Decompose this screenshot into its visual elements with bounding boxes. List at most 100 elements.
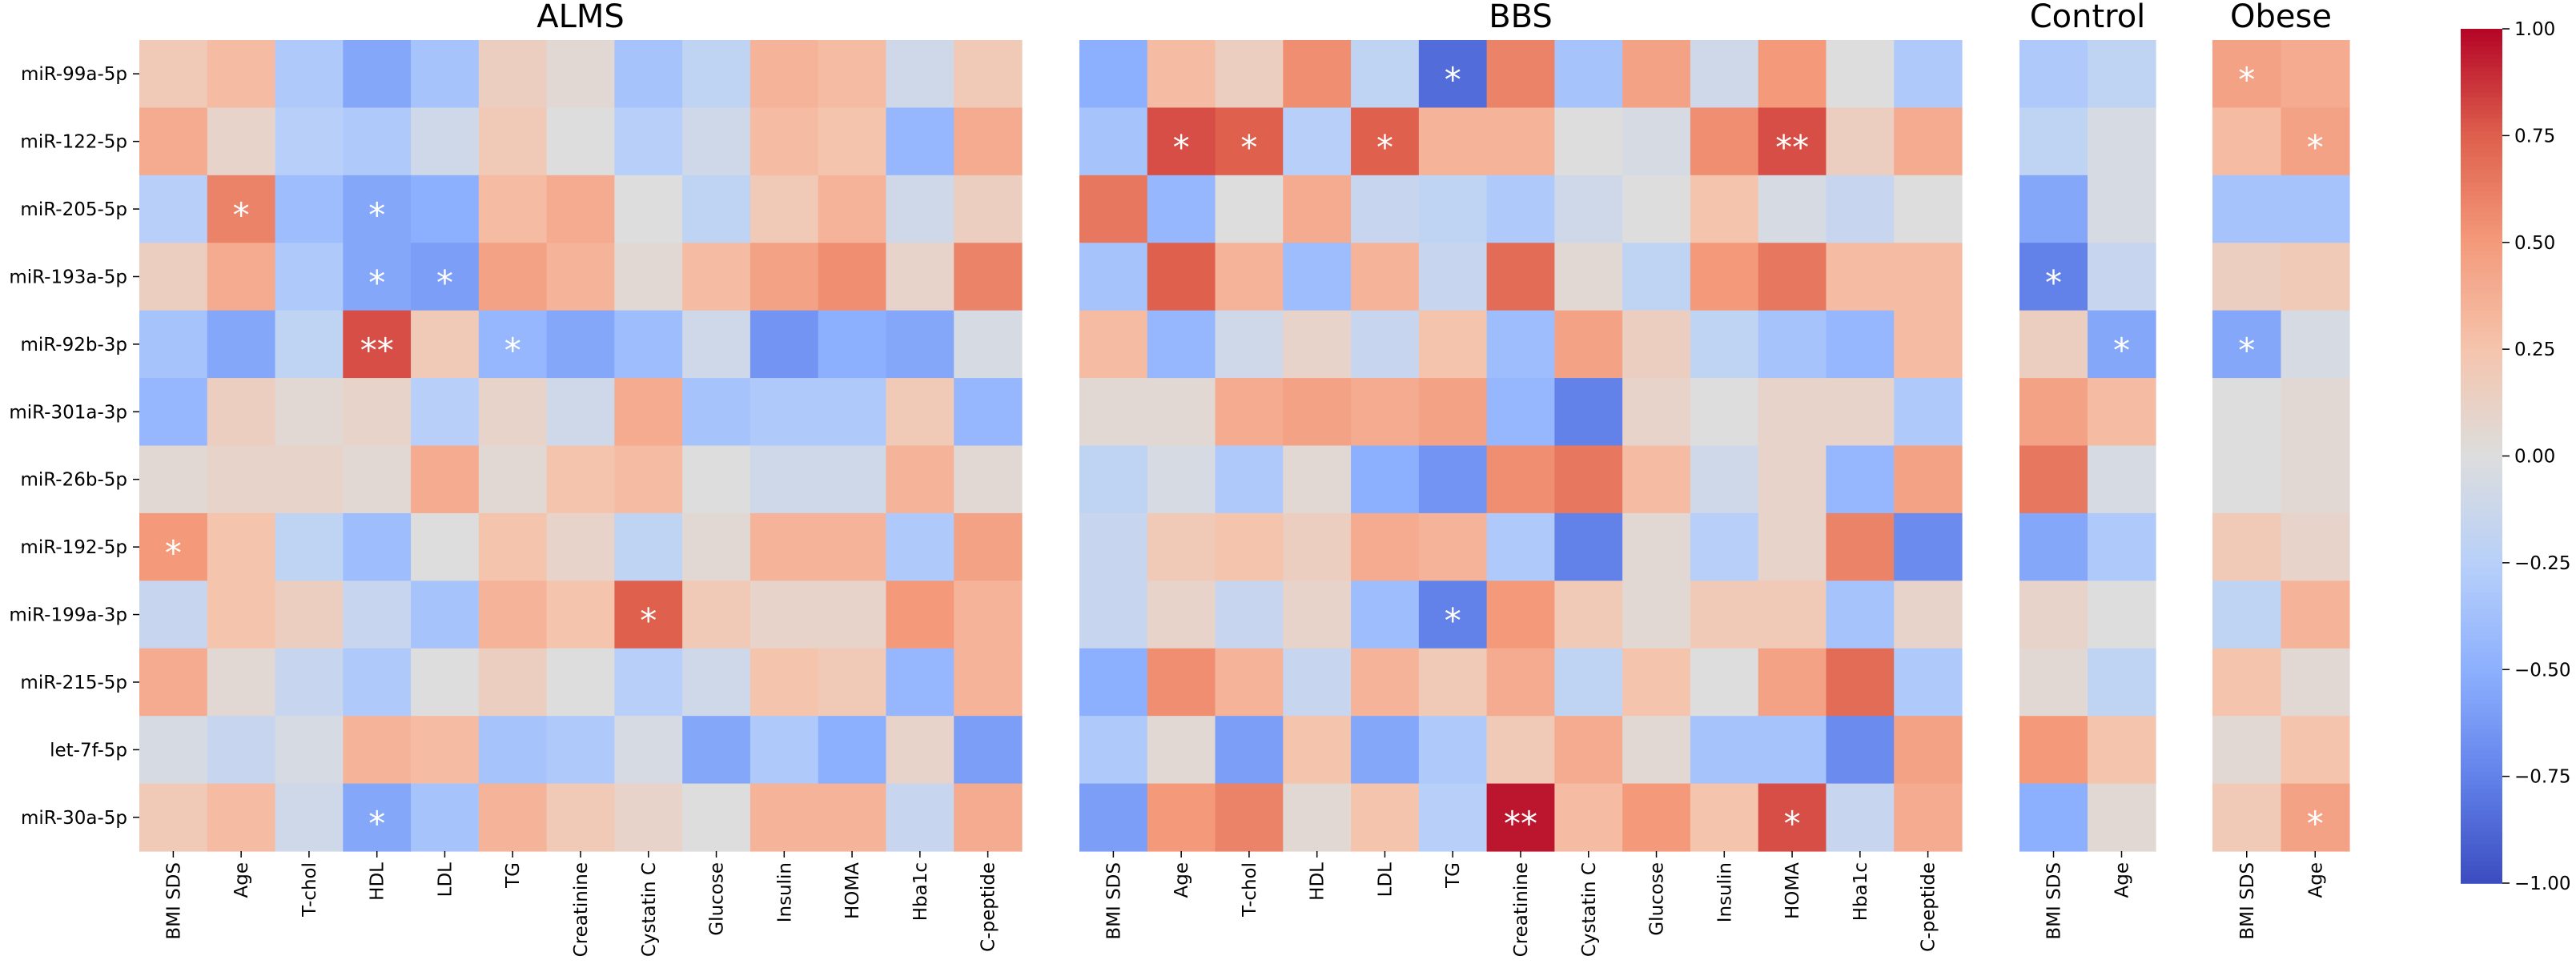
colorbar-segment (2461, 460, 2502, 465)
heatmap-cell-obese (2212, 310, 2282, 379)
colorbar-tick-label: 0.50 (2514, 233, 2555, 254)
heatmap-cell-bbs (1894, 580, 1963, 649)
heatmap-cell-obese (2281, 378, 2350, 447)
heatmap-cell-alms (411, 40, 480, 109)
y-tick-label: miR-99a-5p (21, 64, 127, 85)
heatmap-cell-alms (614, 580, 683, 649)
significance-marker: * (368, 195, 385, 235)
x-tick-label: C-peptide (979, 862, 999, 952)
heatmap-cell-bbs (1418, 175, 1488, 243)
heatmap-cell-alms (139, 445, 208, 514)
heatmap-cell-bbs (1622, 40, 1691, 109)
heatmap-cell-bbs (1418, 378, 1488, 447)
colorbar-segment (2461, 472, 2502, 478)
heatmap-cell-bbs (1215, 310, 1284, 379)
heatmap-cell-obese (2281, 175, 2350, 243)
heatmap-cell-bbs (1826, 445, 1895, 514)
heatmap-cell-control (2019, 512, 2088, 581)
heatmap-cell-alms (682, 716, 751, 785)
heatmap-cell-bbs (1554, 648, 1623, 717)
colorbar-segment (2461, 452, 2502, 457)
heatmap-cell-alms (954, 40, 1023, 109)
heatmap-cell-alms (886, 648, 954, 717)
heatmap-cell-alms (682, 512, 751, 581)
x-tick-label: Creatinine (571, 862, 592, 957)
heatmap-cell-bbs (1554, 310, 1623, 379)
colorbar-segment (2461, 183, 2502, 188)
heatmap-cell-control (2019, 783, 2088, 852)
heatmap-cell-alms (343, 783, 412, 852)
colorbar-segment (2461, 353, 2502, 359)
heatmap-cell-bbs (1147, 107, 1216, 176)
heatmap-cell-bbs (1283, 783, 1352, 852)
heatmap-cell-alms (207, 445, 276, 514)
colorbar-tick-label: 0.25 (2514, 339, 2555, 360)
colorbar-segment (2461, 549, 2502, 556)
x-tick-label: TG (1443, 862, 1464, 889)
heatmap-cell-control (2088, 512, 2156, 581)
heatmap-cell-bbs (1351, 716, 1420, 785)
colorbar-segment (2461, 665, 2502, 671)
heatmap-cell-bbs (1486, 648, 1555, 717)
heatmap-cell-alms (411, 175, 480, 243)
heatmap-cell-bbs (1758, 310, 1827, 379)
heatmap-cell-obese (2212, 783, 2282, 852)
heatmap-cell-bbs (1894, 445, 1963, 514)
heatmap-cell-alms (411, 445, 480, 514)
heatmap-cell-bbs (1690, 512, 1759, 581)
colorbar-segment (2461, 37, 2502, 42)
heatmap-cell-bbs (1690, 445, 1759, 514)
colorbar-segment (2461, 490, 2502, 496)
colorbar-segment (2461, 88, 2502, 94)
colorbar: 1.00 0.75 0.50 0.25 0.00 −0.25 −0.50 −0.75 −1.00 (2461, 19, 2570, 894)
heatmap-cell-bbs (1690, 40, 1759, 109)
heatmap-cell-bbs (1486, 716, 1555, 785)
colorbar-segment (2461, 29, 2502, 34)
heatmap-cell-bbs (1894, 40, 1963, 109)
colorbar-segment (2461, 362, 2502, 368)
heatmap-cell-bbs (1554, 512, 1623, 581)
heatmap-cell-bbs (1826, 243, 1895, 311)
heatmap-cell-alms (139, 107, 208, 176)
significance-marker: * (233, 195, 250, 235)
colorbar-segment (2461, 187, 2502, 192)
heatmap-cell-bbs (1351, 40, 1420, 109)
heatmap-cell-bbs (1690, 310, 1759, 379)
heatmap-cell-bbs (1826, 175, 1895, 243)
colorbar-segment (2461, 814, 2502, 820)
significance-marker: * (2238, 60, 2255, 99)
heatmap-cell-bbs (1554, 107, 1623, 176)
heatmap-cell-control (2019, 445, 2088, 514)
panel-control: Control * * BMI SDS Age (2019, 0, 2156, 940)
heatmap-cell-alms (478, 648, 548, 717)
heatmap-cell-bbs (1622, 310, 1691, 379)
heatmap-cell-bbs (1079, 310, 1148, 379)
heatmap-cell-alms (139, 40, 208, 109)
heatmap-cell-control (2019, 40, 2088, 109)
colorbar-segment (2461, 370, 2502, 376)
colorbar-segment (2461, 648, 2502, 653)
x-tick-label: T-chol (1240, 862, 1260, 918)
heatmap-cell-alms (546, 783, 615, 852)
heatmap-cell-alms (749, 445, 819, 514)
x-tick-label: T-chol (299, 862, 320, 918)
colorbar-segment (2461, 695, 2502, 701)
colorbar-segment (2461, 135, 2502, 141)
heatmap-cell-bbs (1758, 40, 1827, 109)
colorbar-segment (2461, 58, 2502, 64)
heatmap-cell-alms (546, 716, 615, 785)
significance-marker: * (2113, 331, 2130, 370)
y-tick-label: miR-122-5p (20, 132, 127, 153)
heatmap-cell-alms (682, 243, 751, 311)
heatmap-cell-alms (546, 580, 615, 649)
heatmap-cell-alms (343, 512, 412, 581)
heatmap-cell-bbs (1283, 648, 1352, 717)
heatmap-cell-bbs (1351, 243, 1420, 311)
colorbar-segment (2461, 408, 2502, 414)
colorbar-segment (2461, 216, 2502, 222)
x-tick-label: LDL (435, 862, 456, 898)
colorbar-segment (2461, 708, 2502, 713)
heatmap-cell-control (2088, 445, 2156, 514)
heatmap-cell-alms (275, 175, 344, 243)
significance-marker: * (2238, 331, 2255, 370)
